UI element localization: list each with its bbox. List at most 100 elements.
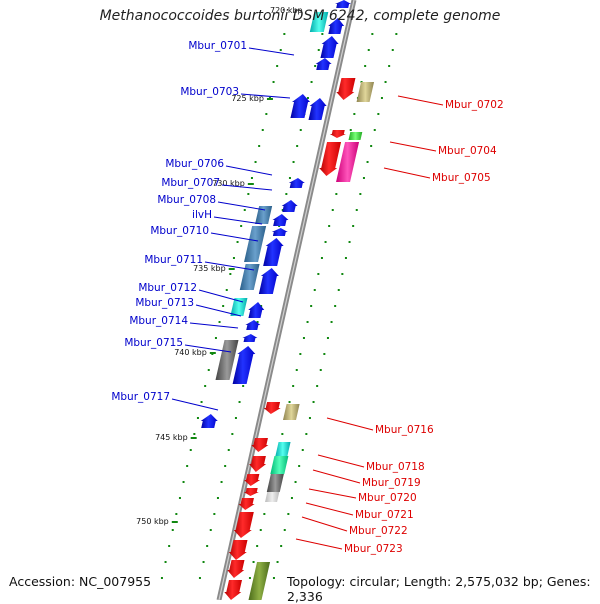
right-leader-line <box>389 141 437 152</box>
left-gene-label: Mbur_0717 <box>111 391 170 403</box>
gene-arrow <box>288 178 305 188</box>
track-dot <box>334 305 337 307</box>
track-dot <box>344 257 347 259</box>
track-dot <box>200 401 203 403</box>
right-leader-line <box>301 516 348 532</box>
track-dot <box>209 529 212 531</box>
track-dot <box>313 289 316 291</box>
track-dot <box>283 529 286 531</box>
track-dot <box>238 401 241 403</box>
gene-arrow <box>263 402 281 414</box>
gene-arrow <box>320 36 339 58</box>
track-dot <box>247 193 250 195</box>
gene-arrow <box>281 200 298 212</box>
left-leader-line <box>248 47 295 56</box>
track-dot <box>352 225 355 227</box>
right-leader-line <box>312 469 361 484</box>
gene-block <box>356 82 375 102</box>
gene-block <box>270 456 289 474</box>
gene-arrow <box>200 414 218 428</box>
track-dot <box>366 161 369 163</box>
gene-arrow <box>242 334 258 342</box>
track-dot <box>261 129 264 131</box>
track-dot <box>370 145 373 147</box>
gene-block <box>266 474 284 492</box>
track-dot <box>353 113 356 115</box>
left-gene-label: Mbur_0712 <box>138 282 197 294</box>
track-dot <box>202 561 205 563</box>
right-leader-line <box>397 95 444 106</box>
track-dot <box>320 257 323 259</box>
track-dot <box>258 145 261 147</box>
track-dot <box>380 97 383 99</box>
track-dot <box>359 193 362 195</box>
track-dot <box>227 449 230 451</box>
gene-block <box>348 132 363 140</box>
left-leader-line <box>213 216 263 225</box>
kbp-tick-label: 730 kbp <box>212 179 245 188</box>
left-leader-line <box>198 289 244 303</box>
track-dot <box>265 113 268 115</box>
track-dot <box>171 529 174 531</box>
left-leader-line <box>184 344 232 353</box>
left-leader-line <box>210 232 259 242</box>
track-dot <box>306 97 309 99</box>
track-dot <box>377 113 380 115</box>
left-gene-label: ilvH <box>192 209 212 221</box>
track-dot <box>252 561 255 563</box>
track-dot <box>395 33 398 35</box>
track-dot <box>319 369 322 371</box>
track-dot <box>242 385 245 387</box>
gene-arrow <box>245 320 261 330</box>
right-gene-label: Mbur_0718 <box>366 461 425 473</box>
kbp-tick-label: 725 kbp <box>231 94 264 103</box>
gene-arrow <box>308 98 327 120</box>
track-dot <box>272 577 275 579</box>
track-dot <box>240 225 243 227</box>
left-gene-label: Mbur_0715 <box>124 337 183 349</box>
track-dot <box>323 353 326 355</box>
left-leader-line <box>221 184 273 191</box>
track-dot <box>295 369 298 371</box>
track-dot <box>206 545 209 547</box>
left-leader-line <box>217 201 266 211</box>
left-leader-line <box>204 261 255 271</box>
track-dot <box>250 177 253 179</box>
gene-block <box>255 206 273 224</box>
left-gene-label: Mbur_0701 <box>188 40 247 52</box>
track-dot <box>335 193 338 195</box>
track-dot <box>306 321 309 323</box>
kbp-tick-label: 745 kbp <box>155 433 188 442</box>
gene-block <box>215 340 239 380</box>
gene-arrow <box>244 474 260 486</box>
right-gene-label: Mbur_0720 <box>358 492 417 504</box>
gene-arrow <box>290 94 311 118</box>
accession-text: Accession: NC_007955 <box>9 574 152 589</box>
gene-arrow <box>272 214 289 226</box>
track-dot <box>341 273 344 275</box>
track-dot <box>193 433 196 435</box>
track-dot <box>225 289 228 291</box>
track-dot <box>182 481 185 483</box>
track-dot <box>301 449 304 451</box>
right-gene-label: Mbur_0704 <box>438 145 497 157</box>
right-leader-line <box>317 454 365 468</box>
track-dot <box>224 465 227 467</box>
left-gene-label: Mbur_0703 <box>180 86 239 98</box>
gene-features <box>200 0 375 600</box>
track-dot <box>160 577 163 579</box>
gene-arrow <box>243 488 259 496</box>
track-dot <box>355 209 358 211</box>
left-gene-label: Mbur_0714 <box>129 315 188 327</box>
left-leader-line <box>189 322 239 329</box>
track-dot <box>263 513 266 515</box>
track-dots <box>160 33 398 579</box>
track-dot <box>299 353 302 355</box>
track-dot <box>256 545 259 547</box>
track-dot <box>196 417 199 419</box>
track-dot <box>288 177 291 179</box>
track-dot <box>331 209 334 211</box>
track-dot <box>317 49 320 51</box>
track-dot <box>285 193 288 195</box>
